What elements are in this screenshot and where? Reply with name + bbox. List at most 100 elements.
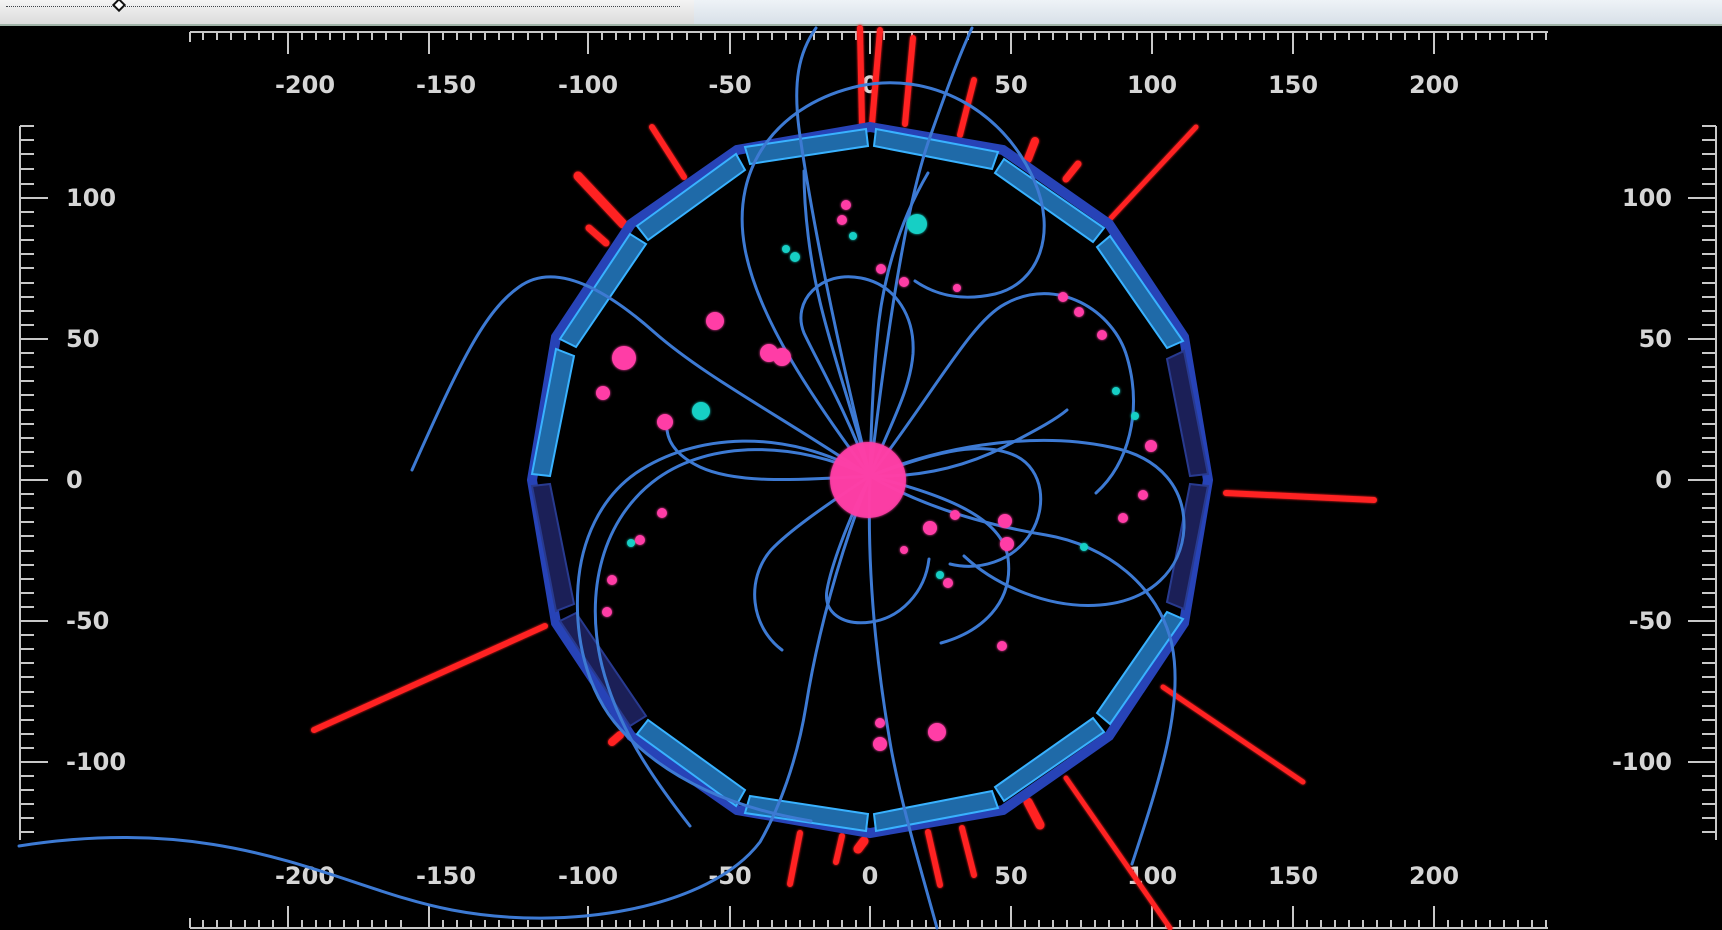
dotted-separator — [6, 6, 680, 7]
cyan-hit — [1080, 543, 1088, 551]
right-axis-label: 0 — [1655, 466, 1672, 494]
top-axis-label: 150 — [1268, 71, 1318, 99]
left-axis-label: 0 — [66, 466, 83, 494]
left-axis-labels: 100 50 0 -50 -100 — [66, 184, 126, 776]
bottom-axis-label: 200 — [1409, 862, 1459, 890]
bottom-axis-label: 50 — [994, 862, 1027, 890]
pink-hit — [607, 575, 617, 585]
red-jet — [857, 25, 865, 128]
particle-track — [795, 26, 872, 478]
pink-hit — [953, 284, 961, 292]
red-jet — [833, 833, 845, 865]
pink-hit — [928, 723, 946, 741]
particle-track — [740, 81, 1046, 478]
right-axis-label: 100 — [1622, 184, 1672, 212]
detector-segment — [993, 157, 1106, 244]
pink-hit — [657, 414, 673, 430]
cyan-hit — [790, 252, 800, 262]
right-axis-label: -50 — [1629, 607, 1672, 635]
right-axis: 100 50 0 -50 -100 — [1612, 125, 1717, 840]
bottom-axis-label: 0 — [862, 862, 879, 890]
red-jet — [573, 171, 628, 229]
cyan-hit — [782, 245, 790, 253]
particle-track — [799, 275, 915, 478]
red-jet — [957, 77, 977, 138]
pink-hit — [900, 546, 908, 554]
particle-track — [868, 408, 1069, 478]
energy-hits — [596, 200, 1157, 751]
pink-hit — [943, 578, 953, 588]
detector-segment — [1165, 482, 1210, 611]
jet-lines — [311, 25, 1377, 930]
red-jet — [608, 731, 624, 746]
red-jet — [869, 27, 883, 127]
cyan-hit — [1112, 387, 1120, 395]
pink-hit — [1058, 292, 1068, 302]
pink-hit — [1145, 440, 1157, 452]
red-jet — [649, 124, 687, 180]
particle-track — [410, 275, 872, 478]
red-jet — [1108, 124, 1199, 221]
pink-hit — [997, 641, 1007, 651]
top-axis-label: -50 — [708, 71, 751, 99]
cyan-hit — [936, 571, 944, 579]
right-axis-label: 50 — [1639, 325, 1672, 353]
pink-hit — [773, 348, 791, 366]
red-jet — [902, 35, 916, 127]
pink-hit — [602, 607, 612, 617]
pink-hit — [635, 535, 645, 545]
window-chrome — [0, 0, 1722, 26]
particle-track — [17, 474, 872, 920]
particle-track — [868, 26, 974, 478]
detector-segment — [1095, 610, 1185, 726]
pink-hit — [876, 264, 886, 274]
particle-track — [868, 292, 1135, 495]
detector-segment — [1095, 234, 1185, 350]
detector-segment — [1165, 349, 1210, 478]
red-jet — [1063, 775, 1173, 930]
detector-segment — [530, 347, 576, 478]
left-axis-label: 50 — [66, 325, 99, 353]
right-axis-labels: 100 50 0 -50 -100 — [1612, 184, 1672, 776]
cyan-hit — [692, 402, 710, 420]
calorimeter-ring — [526, 121, 1214, 839]
pink-hit — [1074, 307, 1084, 317]
left-axis-label: -100 — [66, 748, 126, 776]
top-axis-label: 100 — [1127, 71, 1177, 99]
particle-track — [575, 439, 872, 823]
detector-segment — [743, 794, 870, 833]
left-axis: 100 50 0 -50 -100 — [19, 125, 126, 840]
pink-hit — [1118, 513, 1128, 523]
top-axis-label: -200 — [275, 71, 335, 99]
window-title-area — [0, 0, 695, 24]
top-minor-ticks — [189, 32, 1547, 54]
bottom-minor-ticks — [189, 906, 1547, 928]
red-jet — [1024, 137, 1039, 163]
pink-hit — [873, 737, 887, 751]
top-axis-label: 200 — [1409, 71, 1459, 99]
bottom-axis-label: -100 — [558, 862, 618, 890]
right-axis-ticks — [1688, 125, 1716, 833]
pink-hit — [875, 718, 885, 728]
top-axis-label: -150 — [416, 71, 476, 99]
detector-segments — [530, 127, 1210, 833]
cyan-hit — [849, 232, 857, 240]
red-jet — [787, 830, 803, 887]
left-axis-label: -50 — [66, 607, 109, 635]
detector-segment — [872, 127, 1000, 171]
particle-track — [868, 447, 1043, 568]
left-axis-label: 100 — [66, 184, 116, 212]
detector-segment — [635, 152, 747, 242]
cyan-hit — [1131, 412, 1139, 420]
pink-hit — [923, 521, 937, 535]
bottom-axis-label: 150 — [1268, 862, 1318, 890]
particle-track — [593, 448, 872, 828]
red-jet — [1062, 160, 1082, 183]
detector-segment — [993, 716, 1106, 803]
red-jet — [1160, 684, 1306, 785]
pink-hit — [830, 442, 906, 518]
cyan-hit — [907, 214, 927, 234]
particle-tracks — [17, 26, 1186, 930]
detector-segment — [530, 482, 576, 613]
